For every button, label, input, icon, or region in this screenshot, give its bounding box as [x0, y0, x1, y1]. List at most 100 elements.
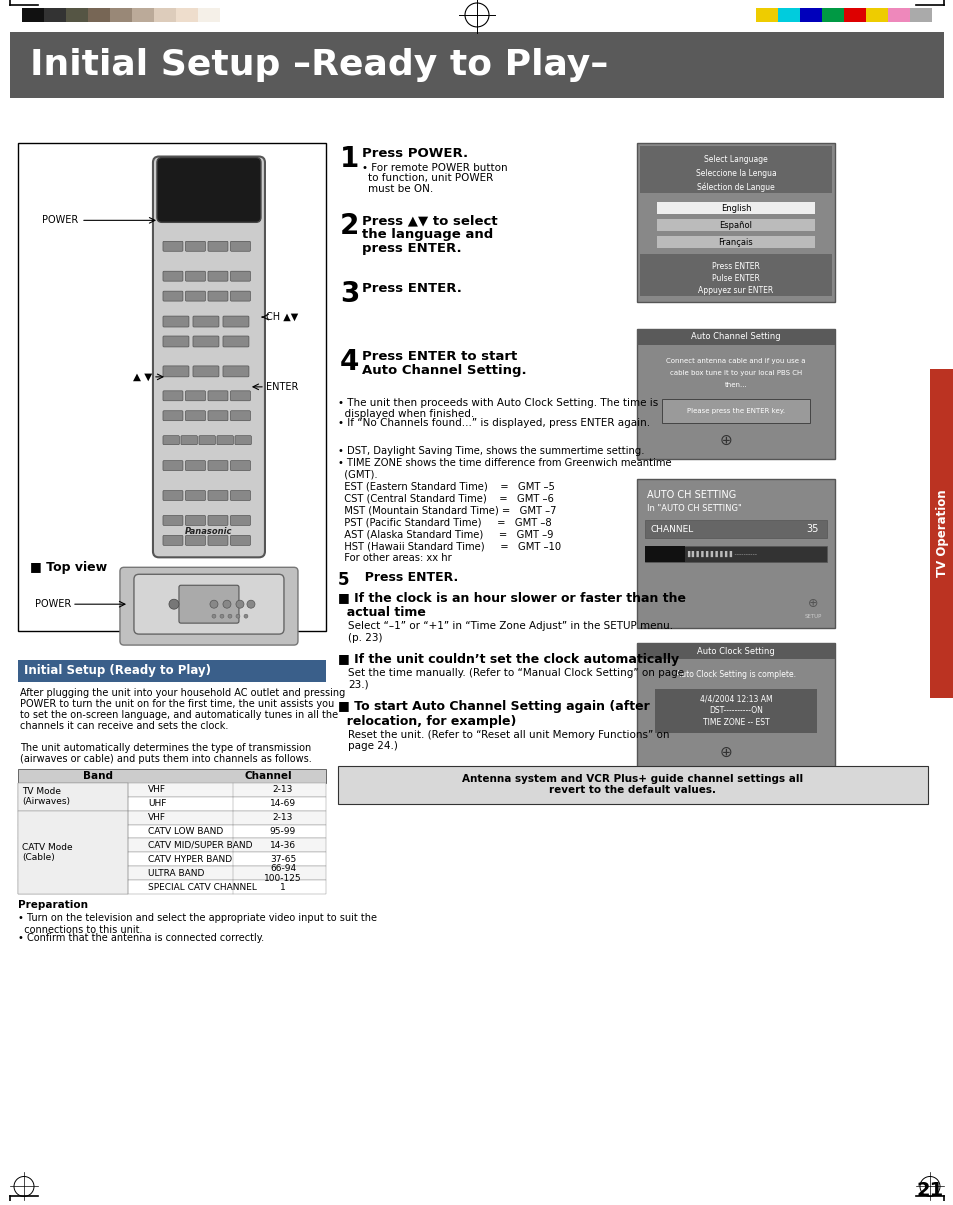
FancyBboxPatch shape: [152, 157, 265, 558]
Text: cable box tune it to your local PBS CH: cable box tune it to your local PBS CH: [669, 370, 801, 376]
Text: 21: 21: [916, 1181, 943, 1200]
Circle shape: [235, 615, 240, 618]
FancyBboxPatch shape: [163, 336, 189, 347]
Bar: [198, 8, 220, 22]
Text: Auto Channel Setting: Auto Channel Setting: [691, 333, 780, 341]
Bar: [18, 811, 128, 894]
Bar: [887, 8, 909, 22]
Text: Sélection de Langue: Sélection de Langue: [697, 183, 774, 192]
FancyBboxPatch shape: [163, 411, 183, 421]
Bar: [18, 769, 326, 783]
FancyBboxPatch shape: [208, 535, 228, 546]
Text: HST (Hawaii Standard Time)     =   GMT –10: HST (Hawaii Standard Time) = GMT –10: [337, 541, 560, 552]
Text: PST (Pacific Standard Time)     =   GMT –8: PST (Pacific Standard Time) = GMT –8: [337, 517, 551, 528]
Text: ■ Top view: ■ Top view: [30, 562, 107, 575]
Bar: [644, 546, 826, 563]
Text: • Confirm that the antenna is connected correctly.: • Confirm that the antenna is connected …: [18, 933, 264, 944]
Circle shape: [244, 615, 248, 618]
FancyBboxPatch shape: [185, 271, 205, 281]
FancyBboxPatch shape: [193, 366, 219, 377]
FancyBboxPatch shape: [185, 411, 205, 421]
Text: CATV HYPER BAND: CATV HYPER BAND: [148, 854, 232, 864]
Text: ▲ ▼: ▲ ▼: [132, 372, 152, 382]
Text: CATV LOW BAND: CATV LOW BAND: [148, 827, 223, 836]
Bar: [909, 8, 931, 22]
Text: Auto Clock Setting is complete.: Auto Clock Setting is complete.: [676, 670, 795, 680]
Bar: [637, 329, 834, 459]
Text: For other areas: xx hr: For other areas: xx hr: [337, 553, 452, 564]
Text: Pulse ENTER: Pulse ENTER: [711, 274, 760, 283]
FancyBboxPatch shape: [193, 336, 219, 347]
Text: ⊕: ⊕: [719, 745, 732, 760]
Text: • If “No Channels found...” is displayed, press ENTER again.: • If “No Channels found...” is displayed…: [337, 418, 649, 428]
Text: ⊕: ⊕: [719, 433, 732, 448]
Text: MST (Mountain Standard Time) =   GMT –7: MST (Mountain Standard Time) = GMT –7: [337, 505, 556, 516]
Text: ■ If the clock is an hour slower or faster than the
  actual time: ■ If the clock is an hour slower or fast…: [337, 592, 685, 619]
Text: must be ON.: must be ON.: [368, 184, 433, 194]
Text: 14-36: 14-36: [270, 841, 295, 850]
Text: 2: 2: [339, 212, 359, 240]
Circle shape: [223, 600, 231, 609]
Text: POWER: POWER: [42, 216, 78, 225]
Bar: [657, 219, 814, 231]
Bar: [66, 8, 88, 22]
Bar: [657, 236, 814, 248]
Text: 5: 5: [337, 571, 349, 589]
Bar: [132, 8, 153, 22]
Text: (airwaves or cable) and puts them into channels as follows.: (airwaves or cable) and puts them into c…: [20, 754, 312, 764]
Text: • Turn on the television and select the appropriate video input to suit the
  co: • Turn on the television and select the …: [18, 913, 376, 935]
FancyBboxPatch shape: [208, 241, 228, 252]
Bar: [18, 881, 326, 894]
Bar: [644, 546, 684, 563]
Text: English: English: [720, 204, 750, 213]
FancyBboxPatch shape: [208, 390, 228, 401]
Text: POWER to turn the unit on for the first time, the unit assists you: POWER to turn the unit on for the first …: [20, 699, 334, 709]
Text: ENTER: ENTER: [266, 382, 298, 392]
FancyBboxPatch shape: [231, 516, 251, 525]
FancyBboxPatch shape: [231, 241, 251, 252]
Bar: [637, 142, 834, 302]
Bar: [637, 478, 834, 628]
FancyBboxPatch shape: [163, 516, 183, 525]
FancyBboxPatch shape: [185, 390, 205, 401]
Circle shape: [212, 615, 215, 618]
Text: Band: Band: [83, 771, 112, 781]
Bar: [865, 8, 887, 22]
Text: 1: 1: [280, 883, 286, 892]
Text: 2-13: 2-13: [273, 813, 293, 822]
Text: CHANNEL: CHANNEL: [650, 525, 694, 534]
Circle shape: [169, 599, 179, 610]
Text: 95-99: 95-99: [270, 827, 295, 836]
FancyBboxPatch shape: [234, 436, 251, 445]
Text: Seleccione la Lengua: Seleccione la Lengua: [695, 169, 776, 178]
Text: UHF: UHF: [148, 799, 166, 809]
Text: Please press the ENTER key.: Please press the ENTER key.: [686, 407, 784, 413]
FancyBboxPatch shape: [193, 316, 219, 327]
Text: ■ To start Auto Channel Setting again (after
  relocation, for example): ■ To start Auto Channel Setting again (a…: [337, 700, 649, 728]
Text: In "AUTO CH SETTING": In "AUTO CH SETTING": [646, 504, 741, 513]
Bar: [18, 142, 326, 631]
FancyBboxPatch shape: [163, 490, 183, 500]
Text: ▌▌▌▌▌▌▌▌▌▌----------: ▌▌▌▌▌▌▌▌▌▌----------: [686, 551, 757, 558]
Text: Preparation: Preparation: [18, 900, 88, 910]
Text: EST (Eastern Standard Time)    =   GMT –5: EST (Eastern Standard Time) = GMT –5: [337, 482, 555, 492]
Text: Auto Clock Setting: Auto Clock Setting: [697, 647, 774, 656]
FancyBboxPatch shape: [223, 366, 249, 377]
FancyBboxPatch shape: [185, 292, 205, 301]
Bar: [18, 824, 326, 839]
Circle shape: [228, 615, 232, 618]
Bar: [637, 643, 834, 772]
Text: Antenna system and VCR Plus+ guide channel settings all
revert to the default va: Antenna system and VCR Plus+ guide chann…: [462, 774, 802, 795]
FancyBboxPatch shape: [199, 436, 215, 445]
Text: the language and: the language and: [361, 228, 493, 241]
FancyBboxPatch shape: [208, 411, 228, 421]
FancyBboxPatch shape: [208, 292, 228, 301]
FancyBboxPatch shape: [163, 460, 183, 471]
Bar: [18, 783, 128, 811]
FancyBboxPatch shape: [163, 390, 183, 401]
FancyBboxPatch shape: [223, 316, 249, 327]
Text: 2-13: 2-13: [273, 786, 293, 794]
Text: 3: 3: [339, 280, 359, 308]
Text: CH ▲▼: CH ▲▼: [266, 312, 298, 322]
Text: • TIME ZONE shows the time difference from Greenwich meantime: • TIME ZONE shows the time difference fr…: [337, 458, 671, 468]
